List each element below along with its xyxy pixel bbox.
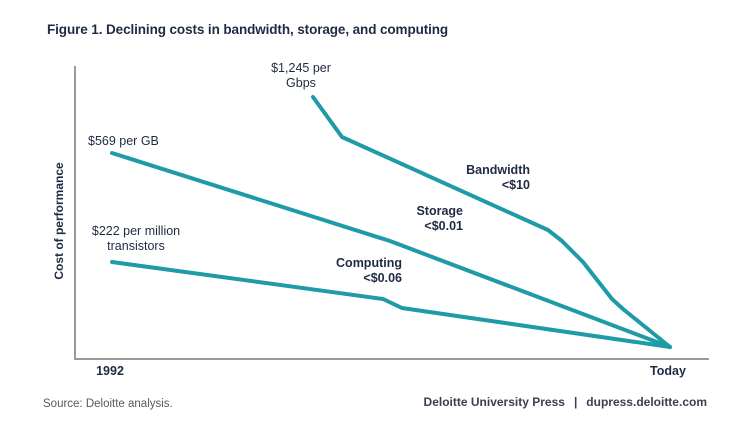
computing-start-label: $222 per million transistors bbox=[88, 224, 184, 253]
footer-press: Deloitte University Press bbox=[423, 395, 565, 409]
figure-title: Figure 1. Declining costs in bandwidth, … bbox=[47, 22, 449, 37]
x-tick-today: Today bbox=[650, 364, 686, 378]
storage-line bbox=[110, 151, 672, 349]
bandwidth-start-line2: Gbps bbox=[286, 75, 316, 90]
bandwidth-end-value: <$10 bbox=[501, 177, 530, 192]
computing-start-line1: $222 per million bbox=[91, 224, 181, 238]
source-note: Source: Deloitte analysis. bbox=[43, 398, 173, 410]
bandwidth-line bbox=[311, 95, 672, 349]
storage-start-line1: $569 per GB bbox=[88, 134, 159, 148]
bandwidth-start-line1: $1,245 per bbox=[271, 61, 331, 75]
storage-name: Storage bbox=[416, 204, 463, 218]
bandwidth-name: Bandwidth bbox=[466, 163, 530, 177]
computing-end-value: <$0.06 bbox=[363, 270, 402, 285]
computing-start-line2: transistors bbox=[107, 238, 165, 253]
storage-start-label: $569 per GB bbox=[88, 134, 159, 149]
storage-series-label: Storage <$0.01 bbox=[353, 204, 463, 233]
x-tick-1992: 1992 bbox=[96, 364, 124, 378]
footer-separator: | bbox=[573, 395, 578, 409]
footer-site: dupress.deloitte.com bbox=[586, 395, 707, 409]
computing-series-label: Computing <$0.06 bbox=[292, 256, 402, 285]
computing-name: Computing bbox=[336, 256, 402, 270]
bandwidth-series-label: Bandwidth <$10 bbox=[420, 163, 530, 192]
y-axis-label: Cost of performance bbox=[52, 162, 66, 280]
storage-end-value: <$0.01 bbox=[424, 218, 463, 233]
bandwidth-start-label: $1,245 per Gbps bbox=[251, 61, 351, 90]
computing-line bbox=[110, 260, 672, 349]
footer-credit: Deloitte University Press | dupress.delo… bbox=[424, 395, 707, 409]
